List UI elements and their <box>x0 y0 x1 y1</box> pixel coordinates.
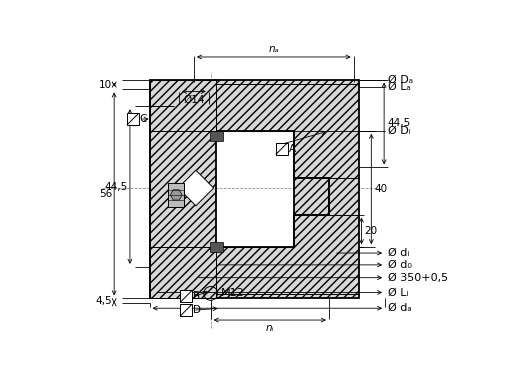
Bar <box>127 113 139 125</box>
Text: B: B <box>193 291 200 301</box>
Text: Ø dₐ: Ø dₐ <box>388 303 412 313</box>
Text: Ø d₀: Ø d₀ <box>388 260 412 270</box>
Bar <box>210 131 222 141</box>
Text: Ø Dᵢ: Ø Dᵢ <box>388 126 411 136</box>
Bar <box>149 80 216 298</box>
Text: 4,5: 4,5 <box>96 296 112 306</box>
Text: Ø 350+0,5: Ø 350+0,5 <box>388 273 448 283</box>
Text: 40: 40 <box>374 184 387 194</box>
Text: 56: 56 <box>99 189 112 199</box>
Bar <box>295 178 329 215</box>
Text: Ø14: Ø14 <box>183 94 205 104</box>
Bar <box>180 304 192 316</box>
Text: A: A <box>288 144 296 153</box>
Text: 10: 10 <box>99 79 112 90</box>
Bar <box>169 183 184 207</box>
Text: 20: 20 <box>364 226 377 236</box>
Bar <box>210 242 222 252</box>
Text: Ø Lᵢ: Ø Lᵢ <box>388 287 408 297</box>
Text: Ø Dₐ: Ø Dₐ <box>388 74 413 85</box>
Bar <box>276 143 287 155</box>
Bar <box>216 131 295 247</box>
Text: nₐ: nₐ <box>268 44 279 54</box>
Text: 44,5: 44,5 <box>387 118 410 129</box>
Bar <box>149 247 216 298</box>
Bar <box>180 290 192 302</box>
Polygon shape <box>170 190 182 200</box>
Text: nᵢ: nᵢ <box>266 323 274 333</box>
Text: D: D <box>193 305 201 315</box>
Text: 44,5: 44,5 <box>105 181 128 192</box>
Polygon shape <box>178 170 214 206</box>
Bar <box>149 80 216 131</box>
Text: M12: M12 <box>221 288 245 299</box>
Text: Ø Lₐ: Ø Lₐ <box>388 82 411 91</box>
Text: C: C <box>140 114 147 124</box>
Polygon shape <box>216 80 358 298</box>
Text: Ø dᵢ: Ø dᵢ <box>388 248 409 258</box>
